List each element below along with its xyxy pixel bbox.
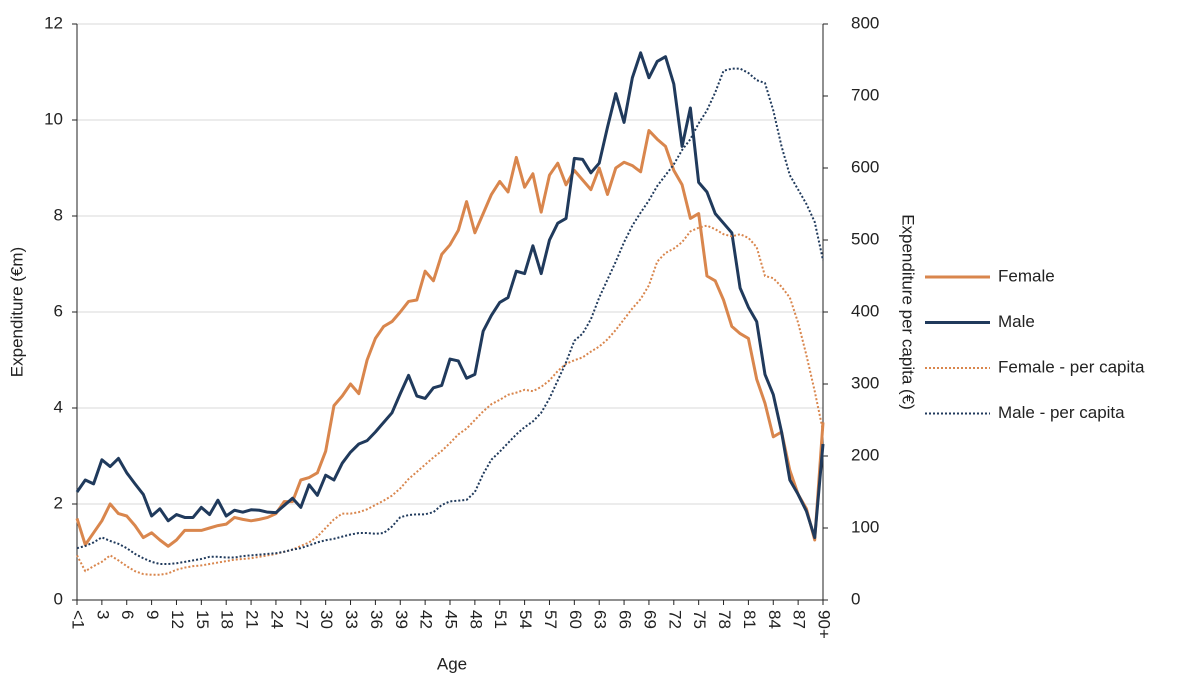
y-tick-label: 8 — [54, 205, 63, 224]
x-tick-label: 30 — [317, 610, 336, 629]
x-tick-label: 63 — [591, 610, 610, 629]
x-tick-label: 9 — [143, 610, 162, 619]
y-tick-label: 4 — [54, 397, 63, 416]
x-tick-label: 24 — [267, 610, 286, 629]
x-tick-label: 48 — [466, 610, 485, 629]
x-tick-label: 78 — [715, 610, 734, 629]
x-tick-label: 69 — [640, 610, 659, 629]
x-tick-label: 21 — [243, 610, 262, 629]
y-tick-label: 12 — [44, 13, 63, 32]
y2-tick-label: 0 — [851, 589, 860, 608]
y2-tick-label: 600 — [851, 157, 879, 176]
x-tick-label: 36 — [367, 610, 386, 629]
legend-label: Female — [998, 266, 1055, 285]
x-tick-label: 90+ — [815, 610, 834, 639]
series-line — [76, 224, 824, 576]
series-line — [75, 51, 825, 540]
y2-tick-label: 700 — [851, 85, 879, 104]
x-tick-label: 57 — [541, 610, 560, 629]
x-tick-label: 18 — [218, 610, 237, 629]
x-axis-title: Age — [437, 654, 467, 673]
x-tick-label: <1 — [69, 610, 88, 629]
x-tick-label: 45 — [442, 610, 461, 629]
x-tick-label: 60 — [566, 610, 585, 629]
y2-tick-label: 400 — [851, 301, 879, 320]
x-tick-label: 75 — [690, 610, 709, 629]
y-axis-title: Expenditure (€m) — [7, 247, 26, 377]
x-tick-label: 87 — [790, 610, 809, 629]
x-tick-label: 72 — [665, 610, 684, 629]
x-tick-label: 84 — [765, 610, 784, 629]
legend-label: Female - per capita — [998, 357, 1145, 376]
y2-tick-label: 100 — [851, 517, 879, 536]
y-tick-label: 0 — [54, 589, 63, 608]
y2-tick-label: 300 — [851, 373, 879, 392]
y-tick-label: 10 — [44, 109, 63, 128]
x-tick-label: 81 — [740, 610, 759, 629]
series-line — [75, 129, 825, 548]
x-tick-label: 42 — [417, 610, 436, 629]
x-tick-label: 15 — [193, 610, 212, 629]
x-tick-label: 66 — [616, 610, 635, 629]
x-tick-label: 51 — [491, 610, 510, 629]
x-tick-label: 33 — [342, 610, 361, 629]
y-tick-label: 6 — [54, 301, 63, 320]
x-tick-label: 54 — [516, 610, 535, 629]
y2-tick-label: 800 — [851, 13, 879, 32]
x-tick-label: 12 — [168, 610, 187, 629]
x-tick-label: 39 — [392, 610, 411, 629]
series-line — [76, 67, 824, 565]
y2-tick-label: 200 — [851, 445, 879, 464]
y2-axis-title: Expenditure per capita (€) — [899, 214, 918, 410]
x-tick-label: 3 — [93, 610, 112, 619]
legend-label: Male — [998, 312, 1035, 331]
y-tick-label: 2 — [54, 493, 63, 512]
x-tick-label: 27 — [292, 610, 311, 629]
legend-label: Male - per capita — [998, 403, 1125, 422]
x-tick-label: 6 — [118, 610, 137, 619]
y2-tick-label: 500 — [851, 229, 879, 248]
